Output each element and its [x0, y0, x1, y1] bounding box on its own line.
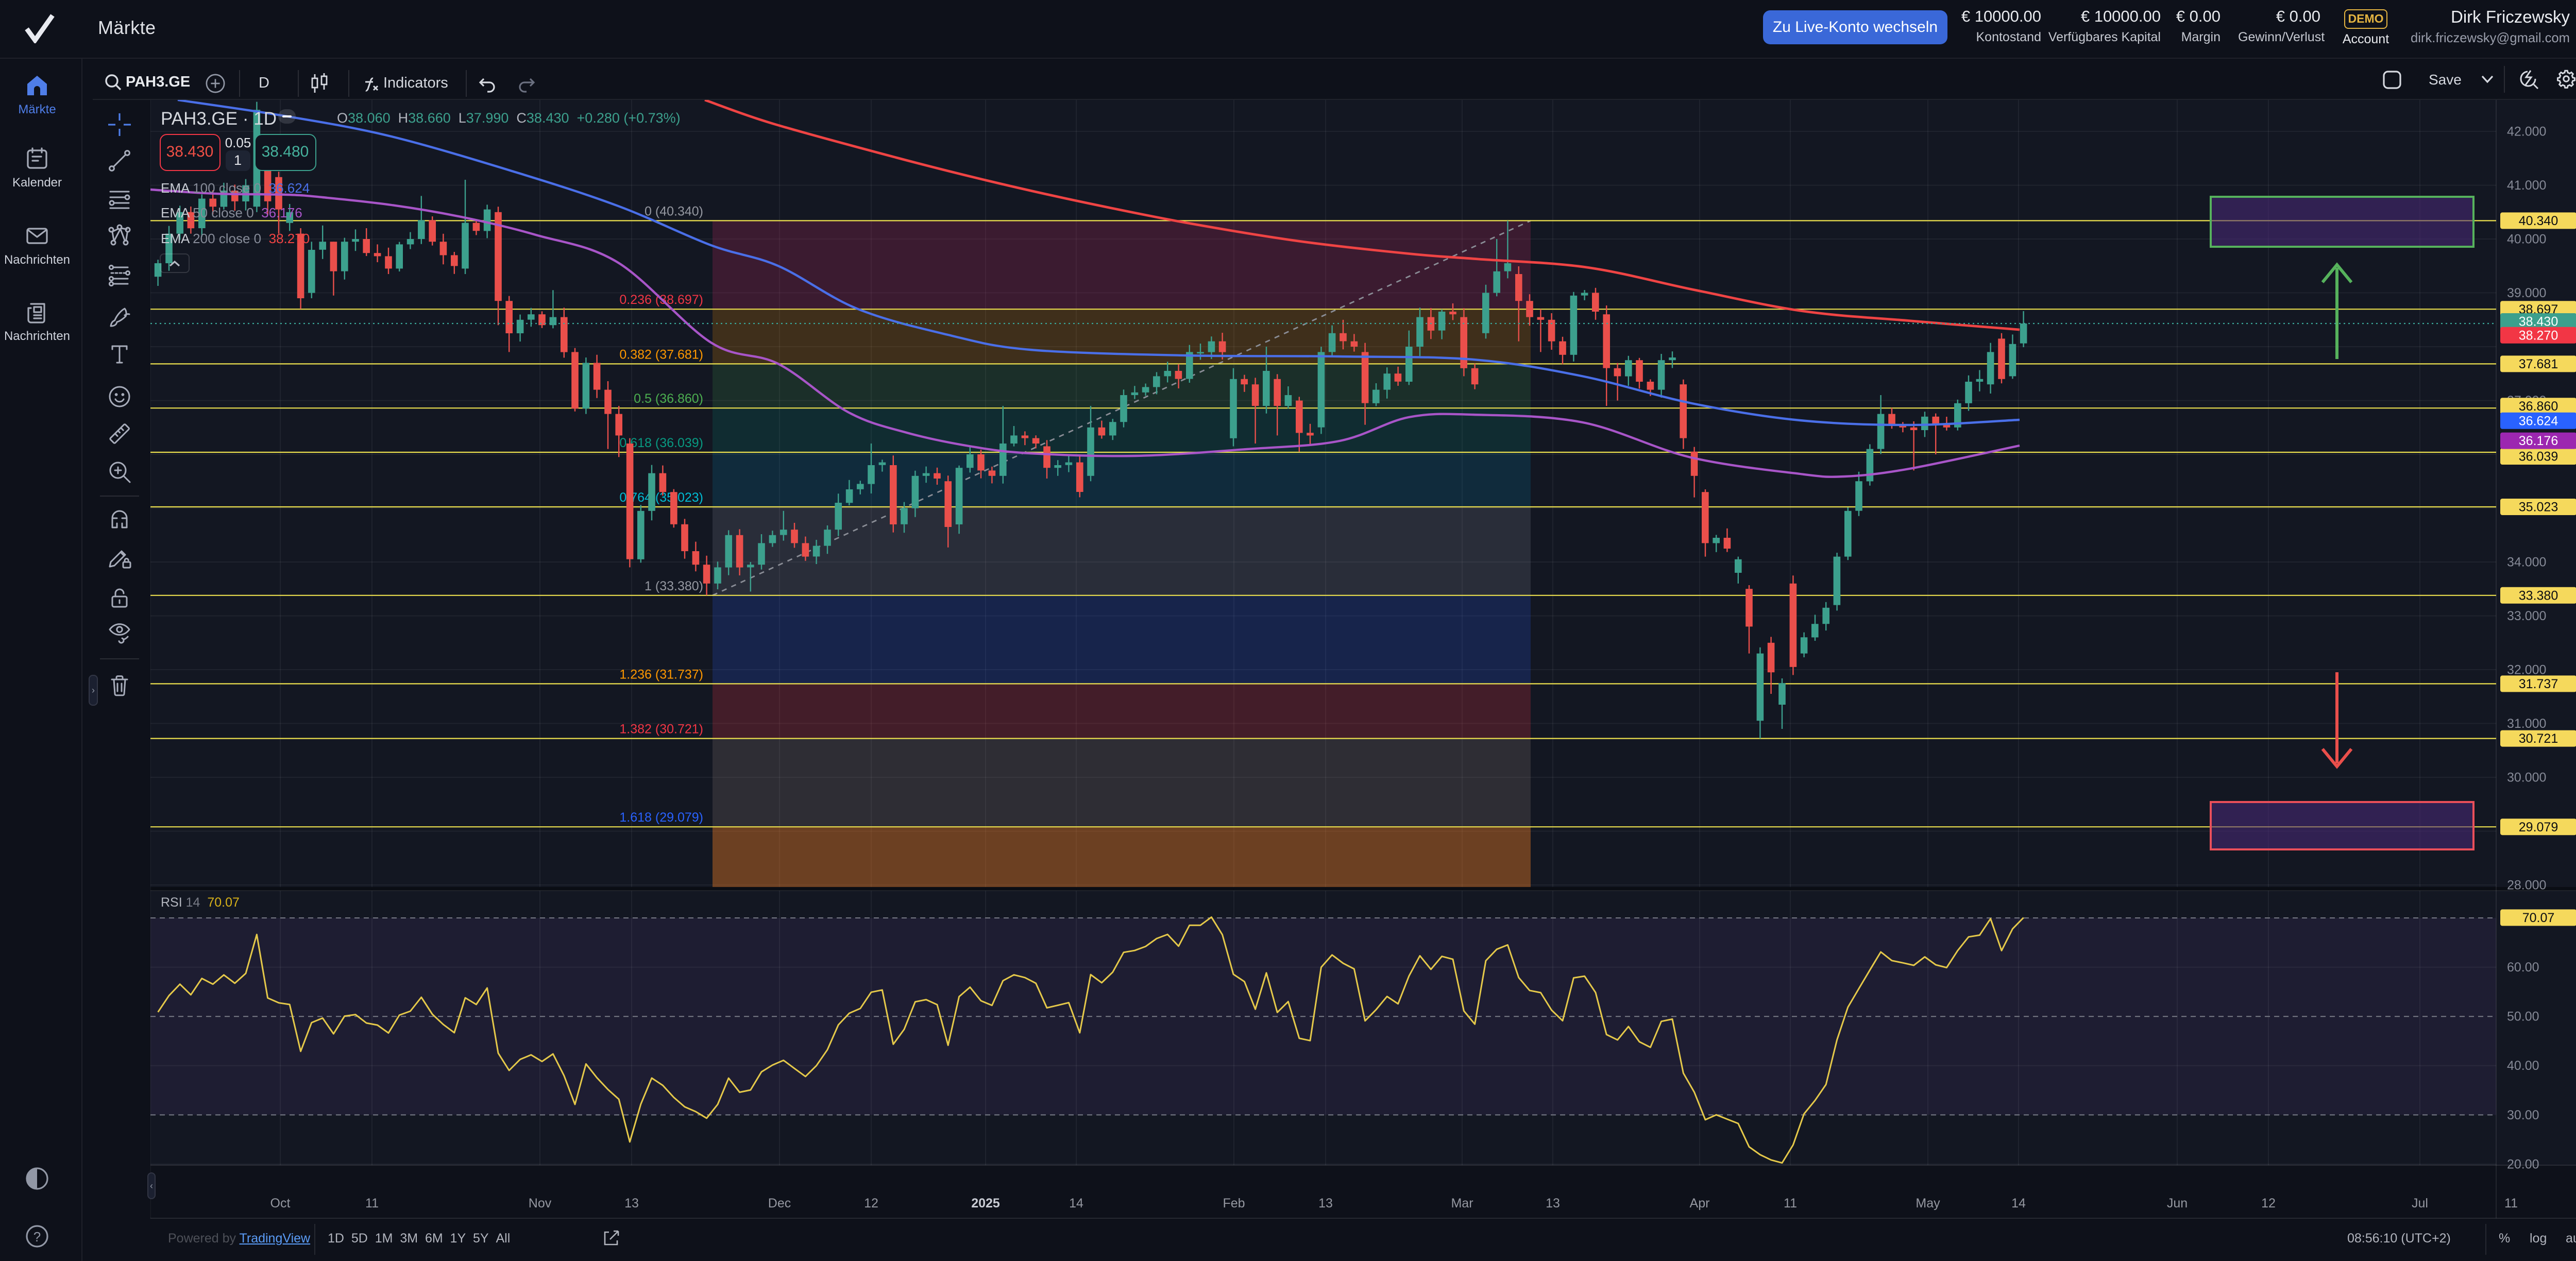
svg-text:40.00: 40.00: [2507, 1059, 2539, 1073]
svg-text:31.737: 31.737: [2519, 677, 2558, 691]
svg-text:13: 13: [1546, 1196, 1560, 1211]
svg-text:13: 13: [1318, 1196, 1333, 1211]
svg-text:May: May: [1916, 1196, 1940, 1211]
svg-text:1.618 (29.079): 1.618 (29.079): [619, 810, 703, 825]
svg-text:12: 12: [2261, 1196, 2276, 1211]
svg-text:35.023: 35.023: [2519, 500, 2558, 515]
svg-text:0.618 (36.039): 0.618 (36.039): [619, 436, 703, 450]
svg-text:1 (33.380): 1 (33.380): [645, 579, 703, 593]
svg-text:40.000: 40.000: [2507, 232, 2546, 246]
svg-text:38.430: 38.430: [2519, 315, 2558, 329]
svg-text:0.5 (36.860): 0.5 (36.860): [634, 391, 703, 406]
svg-text:41.000: 41.000: [2507, 178, 2546, 193]
svg-text:0.764 (35.023): 0.764 (35.023): [619, 490, 703, 505]
svg-text:Nov: Nov: [529, 1196, 552, 1211]
svg-text:Oct: Oct: [270, 1196, 291, 1211]
svg-text:11: 11: [1784, 1196, 1797, 1211]
svg-text:28.000: 28.000: [2507, 878, 2546, 892]
svg-text:11: 11: [2504, 1196, 2518, 1211]
svg-text:60.00: 60.00: [2507, 960, 2539, 975]
svg-text:?: ?: [33, 1229, 41, 1245]
svg-text:11: 11: [365, 1196, 379, 1211]
svg-text:Jul: Jul: [2412, 1196, 2428, 1211]
svg-text:33.000: 33.000: [2507, 609, 2546, 623]
svg-text:Feb: Feb: [1223, 1196, 1245, 1211]
svg-text:39.000: 39.000: [2507, 286, 2546, 300]
svg-text:0 (40.340): 0 (40.340): [645, 204, 703, 218]
svg-text:1.382 (30.721): 1.382 (30.721): [619, 722, 703, 737]
svg-text:34.000: 34.000: [2507, 555, 2546, 569]
svg-text:40.340: 40.340: [2519, 214, 2558, 228]
svg-text:36.039: 36.039: [2519, 450, 2558, 464]
svg-text:42.000: 42.000: [2507, 124, 2546, 139]
svg-text:30.000: 30.000: [2507, 770, 2546, 785]
svg-text:31.000: 31.000: [2507, 717, 2546, 731]
svg-text:36.624: 36.624: [2519, 414, 2558, 428]
svg-text:2025: 2025: [971, 1196, 1000, 1211]
svg-text:20.00: 20.00: [2507, 1157, 2539, 1171]
svg-text:70.07: 70.07: [2522, 911, 2555, 925]
svg-text:30.721: 30.721: [2519, 731, 2558, 746]
svg-text:12: 12: [864, 1196, 878, 1211]
svg-text:37.681: 37.681: [2519, 357, 2558, 371]
svg-text:Apr: Apr: [1690, 1196, 1710, 1211]
svg-text:Mar: Mar: [1451, 1196, 1473, 1211]
svg-text:36.176: 36.176: [2519, 434, 2558, 448]
svg-text:0.382 (37.681): 0.382 (37.681): [619, 347, 703, 362]
svg-text:30.00: 30.00: [2507, 1108, 2539, 1122]
svg-text:33.380: 33.380: [2519, 588, 2558, 603]
svg-text:Dec: Dec: [768, 1196, 791, 1211]
svg-text:50.00: 50.00: [2507, 1010, 2539, 1024]
svg-text:29.079: 29.079: [2519, 820, 2558, 834]
svg-text:1.236 (31.737): 1.236 (31.737): [619, 667, 703, 681]
svg-text:38.270: 38.270: [2519, 328, 2558, 343]
svg-text:14: 14: [1069, 1196, 1083, 1211]
svg-text:13: 13: [624, 1196, 639, 1211]
svg-text:14: 14: [2011, 1196, 2026, 1211]
svg-text:32.000: 32.000: [2507, 662, 2546, 677]
svg-text:Jun: Jun: [2167, 1196, 2188, 1211]
svg-text:36.860: 36.860: [2519, 399, 2558, 414]
